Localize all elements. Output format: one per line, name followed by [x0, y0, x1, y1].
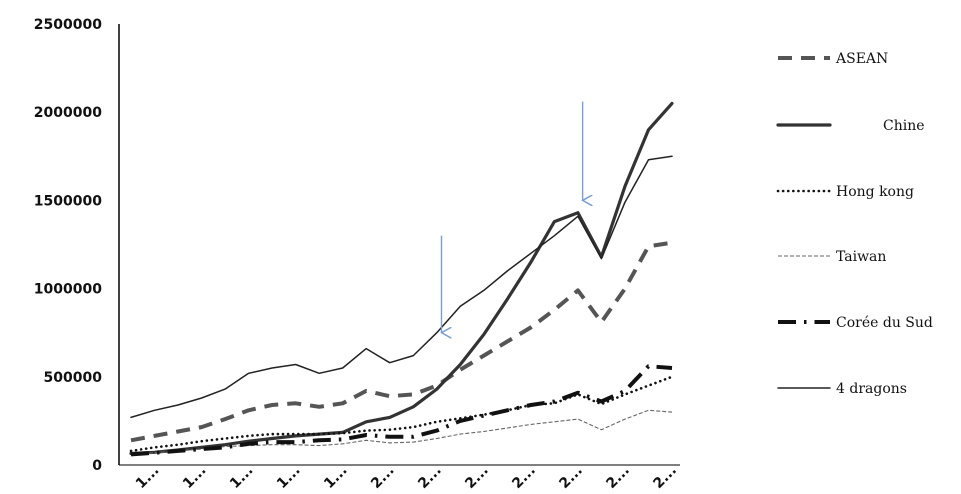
y-tick-label: 0 — [92, 458, 102, 474]
y-tick-label: 1000000 — [34, 282, 102, 298]
y-tick-label: 1500000 — [34, 193, 102, 209]
legend-label: ASEAN — [835, 51, 888, 67]
legend-label: Corée du Sud — [836, 315, 933, 331]
x-tick-label: 2... — [368, 462, 397, 491]
legend-label: 4 dragons — [836, 381, 907, 397]
x-tick-label: 2... — [603, 462, 632, 491]
x-tick-label: 1... — [321, 462, 350, 491]
series-line — [129, 375, 674, 453]
legend-label: Taiwan — [836, 249, 886, 265]
x-tick-label: 1... — [133, 462, 162, 491]
series-line — [130, 364, 673, 457]
y-tick-label: 2500000 — [34, 17, 102, 33]
x-tick-label: 2... — [556, 462, 585, 491]
x-tick-label: 1... — [180, 462, 209, 491]
x-tick-label: 2... — [509, 462, 538, 491]
series-line — [130, 240, 673, 443]
x-tick-label: 1... — [274, 462, 303, 491]
legend-label: Hong kong — [836, 184, 914, 200]
x-tick-label: 1... — [227, 462, 256, 491]
y-tick-label: 500000 — [44, 370, 103, 386]
x-tick-label: 2... — [415, 462, 444, 491]
y-tick-label: 2000000 — [34, 105, 102, 121]
x-tick-label: 2... — [650, 462, 679, 491]
series-line — [130, 155, 673, 419]
series-line — [129, 101, 674, 456]
x-tick-label: 2... — [462, 462, 491, 491]
legend-label: Chine — [883, 118, 925, 134]
